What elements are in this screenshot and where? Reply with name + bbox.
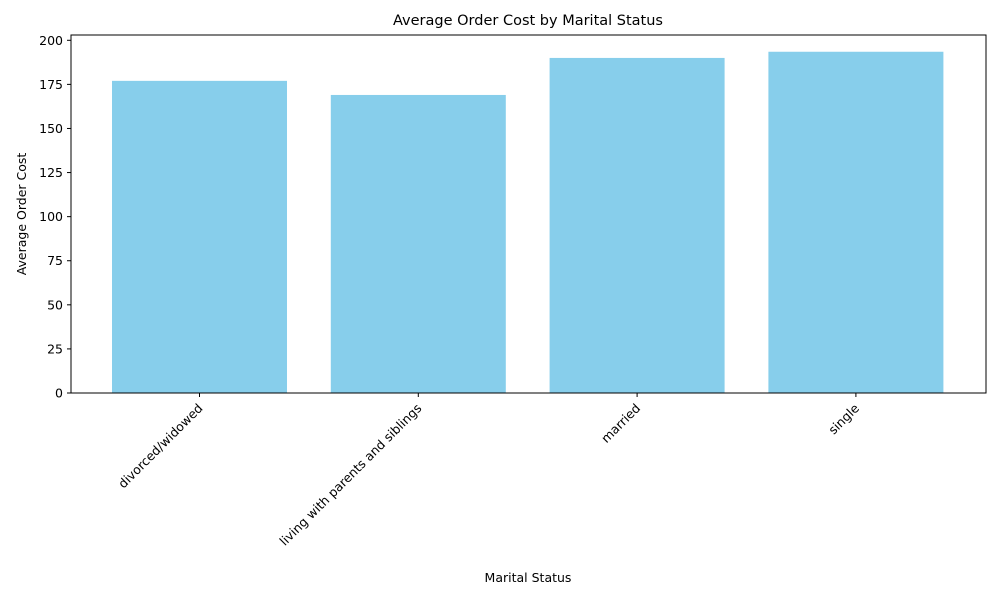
y-tick-label: 50	[47, 297, 63, 312]
x-tick-label: divorced/widowed	[115, 401, 206, 492]
bar-married	[549, 57, 725, 393]
y-tick-label: 25	[47, 341, 63, 356]
y-tick-label: 100	[39, 209, 63, 224]
bar-single	[768, 51, 944, 393]
y-tick-label: 175	[39, 77, 63, 92]
bar-divorced-widowed	[112, 80, 287, 393]
y-tick-label: 150	[39, 121, 63, 136]
y-tick-label: 75	[47, 253, 63, 268]
y-tick-label: 0	[55, 386, 63, 401]
x-axis-label: Marital Status	[485, 570, 572, 585]
y-tick-label: 200	[39, 33, 63, 48]
bars-group	[112, 51, 944, 393]
chart-title: Average Order Cost by Marital Status	[393, 13, 663, 29]
y-axis: 0 25 50 75 100 125 150 175 200	[39, 33, 71, 401]
x-tick-label: single	[825, 400, 862, 437]
bar-living-with-parents-and-siblings	[330, 94, 506, 393]
x-axis: divorced/widowed living with parents and …	[115, 393, 862, 549]
x-tick-label: living with parents and siblings	[276, 401, 424, 549]
x-tick-label: married	[598, 401, 643, 446]
y-tick-label: 125	[39, 165, 63, 180]
y-axis-label: Average Order Cost	[14, 153, 29, 276]
plot-frame	[70, 34, 987, 394]
